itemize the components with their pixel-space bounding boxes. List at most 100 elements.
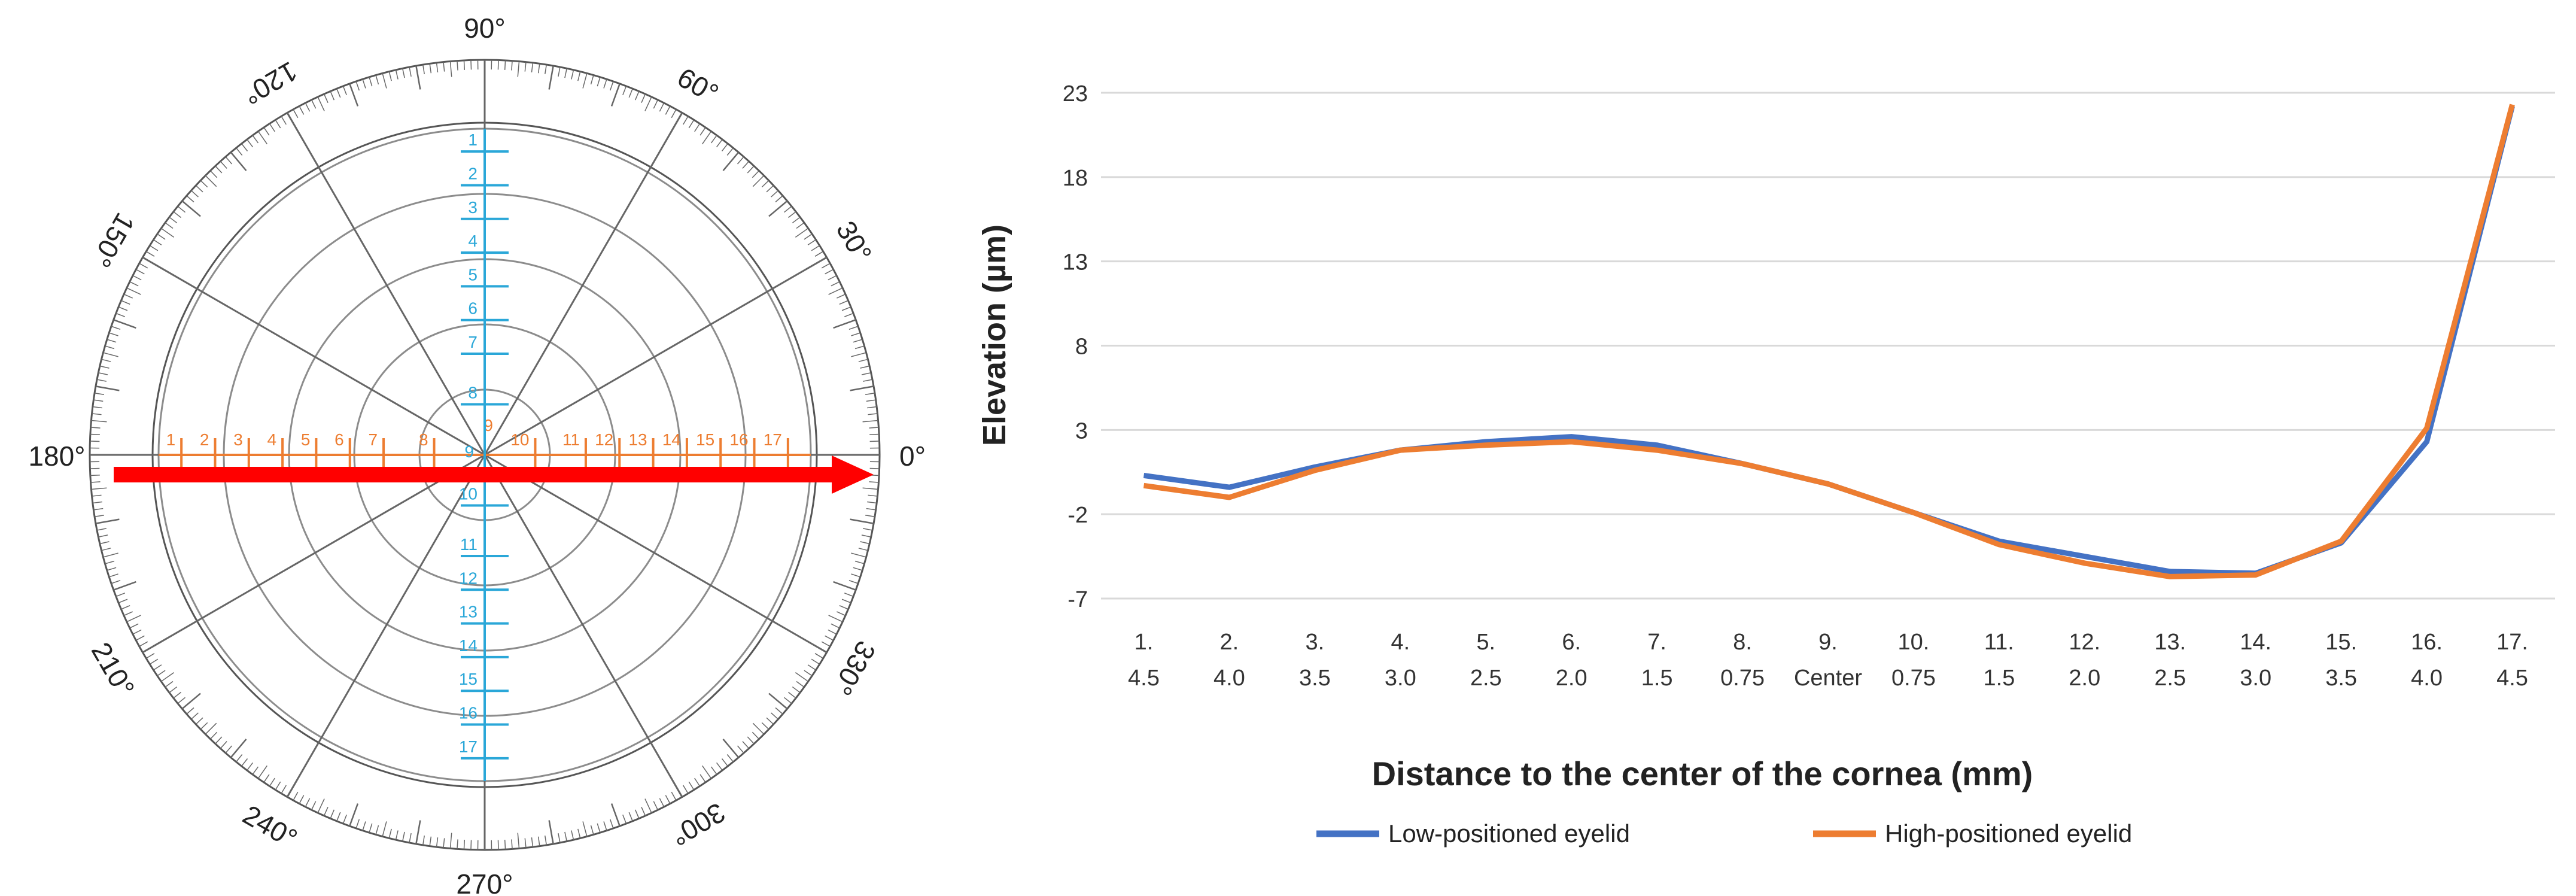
protractor-tick bbox=[263, 127, 270, 136]
protractor-tick bbox=[225, 156, 233, 165]
protractor-tick bbox=[558, 833, 561, 843]
protractor-tick bbox=[145, 653, 155, 659]
protractor-tick bbox=[349, 803, 359, 827]
protractor-tick bbox=[571, 830, 574, 840]
x-tick-label: 3. 3.5 bbox=[1299, 630, 1331, 691]
protractor-tick bbox=[603, 821, 607, 831]
protractor-tick bbox=[436, 62, 439, 72]
protractor-tick bbox=[833, 319, 856, 329]
vertical-point-label: 7 bbox=[468, 333, 478, 351]
protractor-tick bbox=[121, 605, 130, 610]
protractor-tick bbox=[157, 233, 166, 240]
legend-label: Low-positioned eyelid bbox=[1388, 819, 1630, 848]
protractor-tick bbox=[126, 615, 141, 622]
legend-label: High-positioned eyelid bbox=[1885, 819, 2132, 848]
protractor-tick bbox=[323, 807, 329, 816]
protractor-tick bbox=[375, 825, 379, 835]
protractor-tick bbox=[349, 83, 359, 107]
protractor-tick bbox=[742, 741, 750, 749]
protractor-tick bbox=[858, 548, 868, 551]
protractor-tick bbox=[305, 798, 311, 807]
protractor-tick bbox=[863, 528, 873, 531]
vertical-point-label: 10 bbox=[459, 484, 478, 503]
protractor-tick bbox=[858, 359, 868, 362]
protractor-tick bbox=[96, 379, 107, 382]
protractor-tick bbox=[853, 567, 863, 571]
protractor-tick bbox=[111, 579, 121, 584]
vertical-point-label: 17 bbox=[459, 737, 478, 756]
vertical-point-label: 1 bbox=[468, 130, 478, 149]
protractor-tick bbox=[716, 139, 723, 148]
protractor-tick bbox=[811, 658, 820, 665]
protractor-tick bbox=[848, 326, 859, 330]
protractor-tick bbox=[814, 653, 824, 659]
protractor-tick bbox=[603, 79, 607, 89]
y-tick-label: -2 bbox=[1067, 503, 1088, 528]
protractor-tick bbox=[200, 722, 208, 730]
protractor-tick bbox=[186, 195, 194, 203]
protractor-tick bbox=[153, 239, 162, 245]
horizontal-point-label: 17 bbox=[764, 430, 782, 449]
horizontal-point-label: 11 bbox=[562, 430, 580, 449]
protractor-tick bbox=[702, 765, 712, 779]
protractor-tick bbox=[854, 560, 865, 564]
protractor-tick bbox=[721, 143, 728, 151]
protractor-tick bbox=[107, 567, 117, 571]
protractor-tick bbox=[671, 791, 677, 801]
protractor-tick bbox=[653, 99, 658, 109]
angle-label-210: 210° bbox=[86, 637, 141, 701]
protractor-tick bbox=[336, 812, 341, 822]
protractor-tick bbox=[330, 809, 335, 819]
horizontal-point-label: 1 bbox=[166, 430, 176, 449]
protractor-tick bbox=[537, 63, 540, 74]
protractor-tick bbox=[699, 127, 706, 136]
protractor-tick bbox=[281, 785, 287, 794]
protractor-tick bbox=[517, 833, 520, 849]
protractor-tick bbox=[752, 722, 765, 735]
protractor-tick bbox=[362, 79, 366, 89]
protractor-tick bbox=[209, 170, 218, 178]
protractor-tick bbox=[103, 352, 118, 357]
protractor-tick bbox=[866, 508, 876, 511]
protractor-tick bbox=[305, 102, 311, 112]
protractor-tick bbox=[355, 819, 360, 829]
horizontal-point-label: 12 bbox=[595, 430, 613, 449]
x-tick-label: 13. 2.5 bbox=[2154, 630, 2186, 691]
protractor-tick bbox=[721, 758, 728, 767]
protractor-tick bbox=[293, 109, 299, 119]
protractor-tick bbox=[215, 165, 223, 174]
vertical-point-label: 11 bbox=[460, 535, 478, 554]
protractor-tick bbox=[747, 165, 755, 174]
protractor-tick bbox=[524, 62, 527, 72]
protractor-tick bbox=[165, 222, 174, 229]
protractor-tick bbox=[867, 501, 877, 504]
protractor-tick bbox=[853, 339, 863, 343]
protractor-tick bbox=[388, 828, 392, 839]
protractor-tick bbox=[257, 130, 267, 145]
x-tick-label: 5. 2.5 bbox=[1470, 630, 1502, 691]
protractor-tick bbox=[173, 211, 181, 218]
chart-series bbox=[1143, 104, 2515, 579]
protractor-tick bbox=[109, 573, 118, 578]
protractor-tick bbox=[123, 293, 133, 299]
protractor-tick bbox=[622, 814, 627, 824]
angle-label-180: 180° bbox=[28, 441, 85, 472]
protractor-tick bbox=[531, 62, 534, 72]
protractor-tick bbox=[362, 821, 366, 831]
protractor-tick bbox=[157, 670, 166, 676]
protractor-tick bbox=[169, 686, 178, 693]
protractor-tick bbox=[402, 831, 405, 842]
protractor-tick bbox=[854, 345, 865, 350]
protractor-tick bbox=[436, 837, 439, 848]
protractor-tick bbox=[634, 91, 640, 101]
protractor-tick bbox=[369, 823, 373, 833]
protractor-tick bbox=[683, 116, 689, 125]
protractor-tick bbox=[537, 836, 540, 846]
protractor-tick bbox=[388, 71, 392, 81]
protractor-tick bbox=[841, 599, 851, 603]
protractor-tick bbox=[165, 681, 174, 688]
protractor-tick bbox=[382, 73, 387, 89]
protractor-tick bbox=[149, 658, 159, 665]
protractor-tick bbox=[103, 552, 118, 558]
